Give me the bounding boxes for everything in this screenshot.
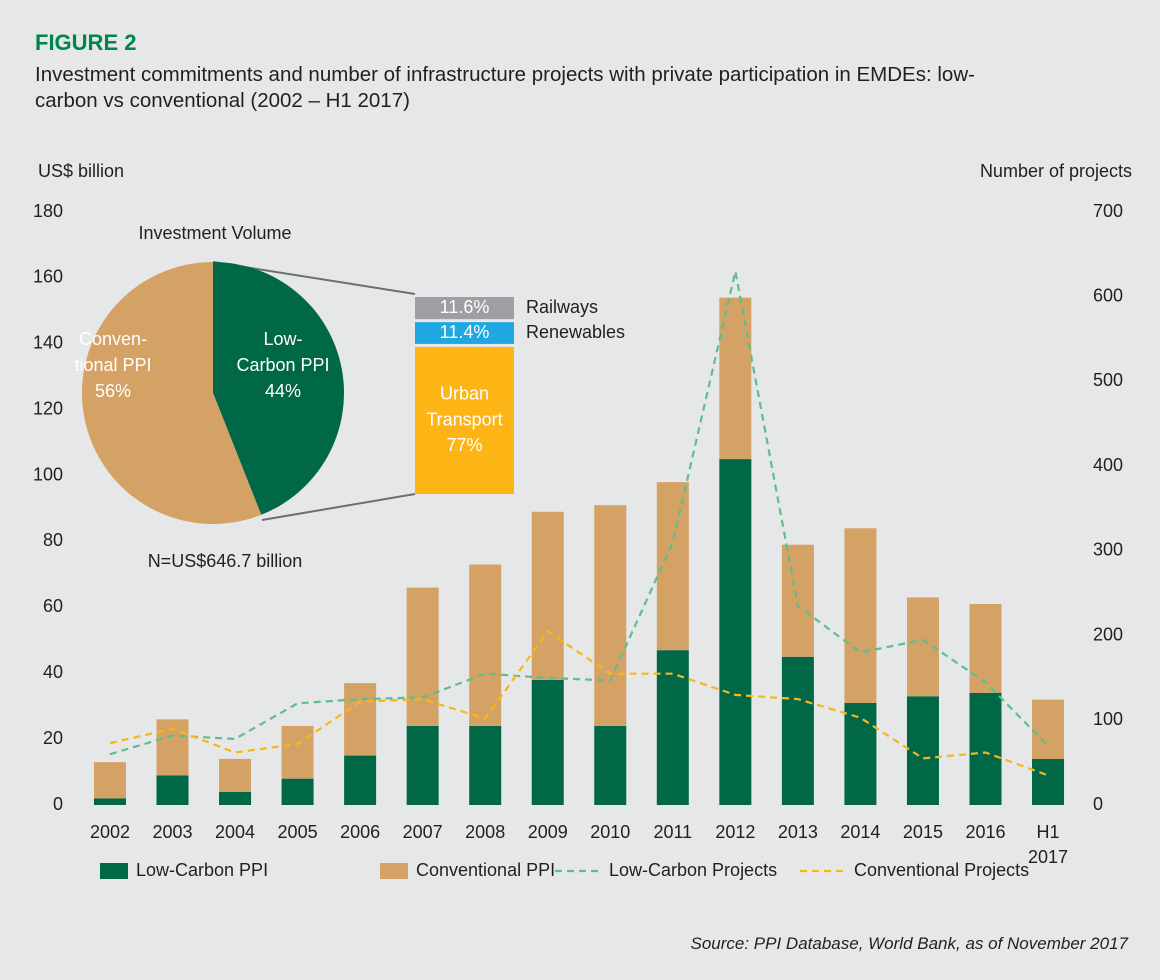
bar bbox=[344, 683, 377, 756]
x-tick-label: 2011 bbox=[653, 822, 692, 842]
figure-label: FIGURE 2 bbox=[35, 30, 137, 55]
x-tick-label: 2008 bbox=[465, 822, 505, 842]
bar bbox=[469, 725, 502, 805]
y2-tick-label: 500 bbox=[1093, 370, 1123, 390]
bar bbox=[844, 528, 877, 703]
y2-tick-label: 300 bbox=[1093, 540, 1123, 560]
x-tick-label: 2003 bbox=[152, 822, 192, 842]
bar bbox=[906, 696, 939, 805]
bar bbox=[93, 762, 126, 799]
segment-name: Renewables bbox=[526, 322, 625, 342]
bar bbox=[1032, 699, 1065, 759]
segment bbox=[415, 297, 514, 320]
bar bbox=[969, 604, 1002, 693]
y-tick-label: 140 bbox=[33, 333, 63, 353]
bar bbox=[344, 755, 377, 805]
bar bbox=[219, 758, 252, 792]
segment-value-label: 11.4% bbox=[440, 322, 490, 342]
bar bbox=[719, 459, 752, 805]
segment-value-label: 77% bbox=[446, 435, 482, 455]
bar bbox=[93, 798, 126, 805]
pie-slice bbox=[81, 262, 262, 524]
pie-label: tional PPI bbox=[74, 355, 151, 375]
segment-value-label: 11.6% bbox=[440, 297, 490, 317]
pie-slice bbox=[213, 262, 345, 515]
bar bbox=[156, 775, 189, 805]
legend-label: Conventional PPI bbox=[416, 860, 555, 880]
x-tick-label: 2016 bbox=[965, 822, 1005, 842]
pie-value-label: 56% bbox=[95, 381, 131, 401]
line bbox=[109, 271, 1049, 756]
x-tick-label: 2006 bbox=[340, 822, 380, 842]
y-tick-label: 80 bbox=[43, 530, 63, 550]
y-tick-label: 40 bbox=[43, 662, 63, 682]
y-tick-label: 120 bbox=[33, 398, 63, 418]
bar bbox=[406, 725, 439, 805]
legend-label: Low-Carbon Projects bbox=[609, 860, 777, 880]
x-tick-label: 2010 bbox=[590, 822, 630, 842]
bar bbox=[469, 564, 502, 726]
segment-name: Railways bbox=[526, 297, 598, 317]
x-tick-label: 2012 bbox=[715, 822, 755, 842]
pie-title: Investment Volume bbox=[138, 223, 291, 243]
y-tick-label: 0 bbox=[53, 794, 63, 814]
bar bbox=[656, 650, 689, 805]
pie-note: N=US$646.7 billion bbox=[148, 551, 303, 571]
segment-name: Urban Transport bbox=[426, 383, 502, 429]
bar bbox=[531, 511, 564, 680]
y-axis-label: US$ billion bbox=[38, 161, 124, 181]
y-tick-label: 60 bbox=[43, 596, 63, 616]
x-tick-label: 2007 bbox=[403, 822, 443, 842]
connector bbox=[261, 493, 416, 521]
y2-tick-label: 700 bbox=[1093, 201, 1123, 221]
segment bbox=[415, 322, 514, 344]
x-tick-label: 2004 bbox=[215, 822, 255, 842]
x-tick-label: 2002 bbox=[90, 822, 130, 842]
bar bbox=[219, 791, 252, 805]
bar bbox=[844, 702, 877, 805]
y2-axis-label: Number of projects bbox=[980, 161, 1132, 181]
pie-label: Conven- bbox=[79, 329, 147, 349]
x-tick-label: 2009 bbox=[528, 822, 568, 842]
y-tick-label: 20 bbox=[43, 728, 63, 748]
x-tick-label: 2014 bbox=[840, 822, 880, 842]
bar bbox=[781, 656, 814, 805]
bar bbox=[719, 297, 752, 460]
segment bbox=[415, 346, 514, 494]
pie-value-label: 44% bbox=[265, 381, 301, 401]
x-tick-label: 2005 bbox=[278, 822, 318, 842]
bar bbox=[406, 587, 439, 726]
legend-label: Conventional Projects bbox=[854, 860, 1029, 880]
x-tick-label: H1 2017 bbox=[1028, 822, 1068, 867]
bar bbox=[594, 505, 627, 726]
bar bbox=[281, 778, 314, 805]
y-tick-label: 160 bbox=[33, 267, 63, 287]
y-tick-label: 180 bbox=[33, 201, 63, 221]
chart: US$ billion Number of projects 0 20 40 60 80 10… bbox=[33, 161, 1132, 880]
pie-label: Carbon PPI bbox=[236, 355, 329, 375]
y2-tick-label: 400 bbox=[1093, 455, 1123, 475]
pie-label: Low- bbox=[263, 329, 302, 349]
bar bbox=[281, 725, 314, 779]
bar bbox=[594, 725, 627, 805]
source-note: Source: PPI Database, World Bank, as of … bbox=[690, 934, 1128, 953]
figure-title: Investment commitments and number of inf… bbox=[35, 63, 975, 112]
y2-tick-label: 200 bbox=[1093, 624, 1123, 644]
y2-tick-label: 600 bbox=[1093, 285, 1123, 305]
bar bbox=[781, 544, 814, 657]
y2-tick-label: 0 bbox=[1093, 794, 1103, 814]
bar bbox=[969, 692, 1002, 805]
bar bbox=[531, 679, 564, 805]
legend-swatch bbox=[100, 863, 128, 879]
line bbox=[109, 629, 1049, 777]
legend-swatch bbox=[380, 863, 408, 879]
bar bbox=[1032, 758, 1065, 805]
y-tick-label: 100 bbox=[33, 464, 63, 484]
x-tick-label: 2013 bbox=[778, 822, 818, 842]
x-tick-label: 2015 bbox=[903, 822, 943, 842]
y2-tick-label: 100 bbox=[1093, 709, 1123, 729]
legend-label: Low-Carbon PPI bbox=[136, 860, 268, 880]
